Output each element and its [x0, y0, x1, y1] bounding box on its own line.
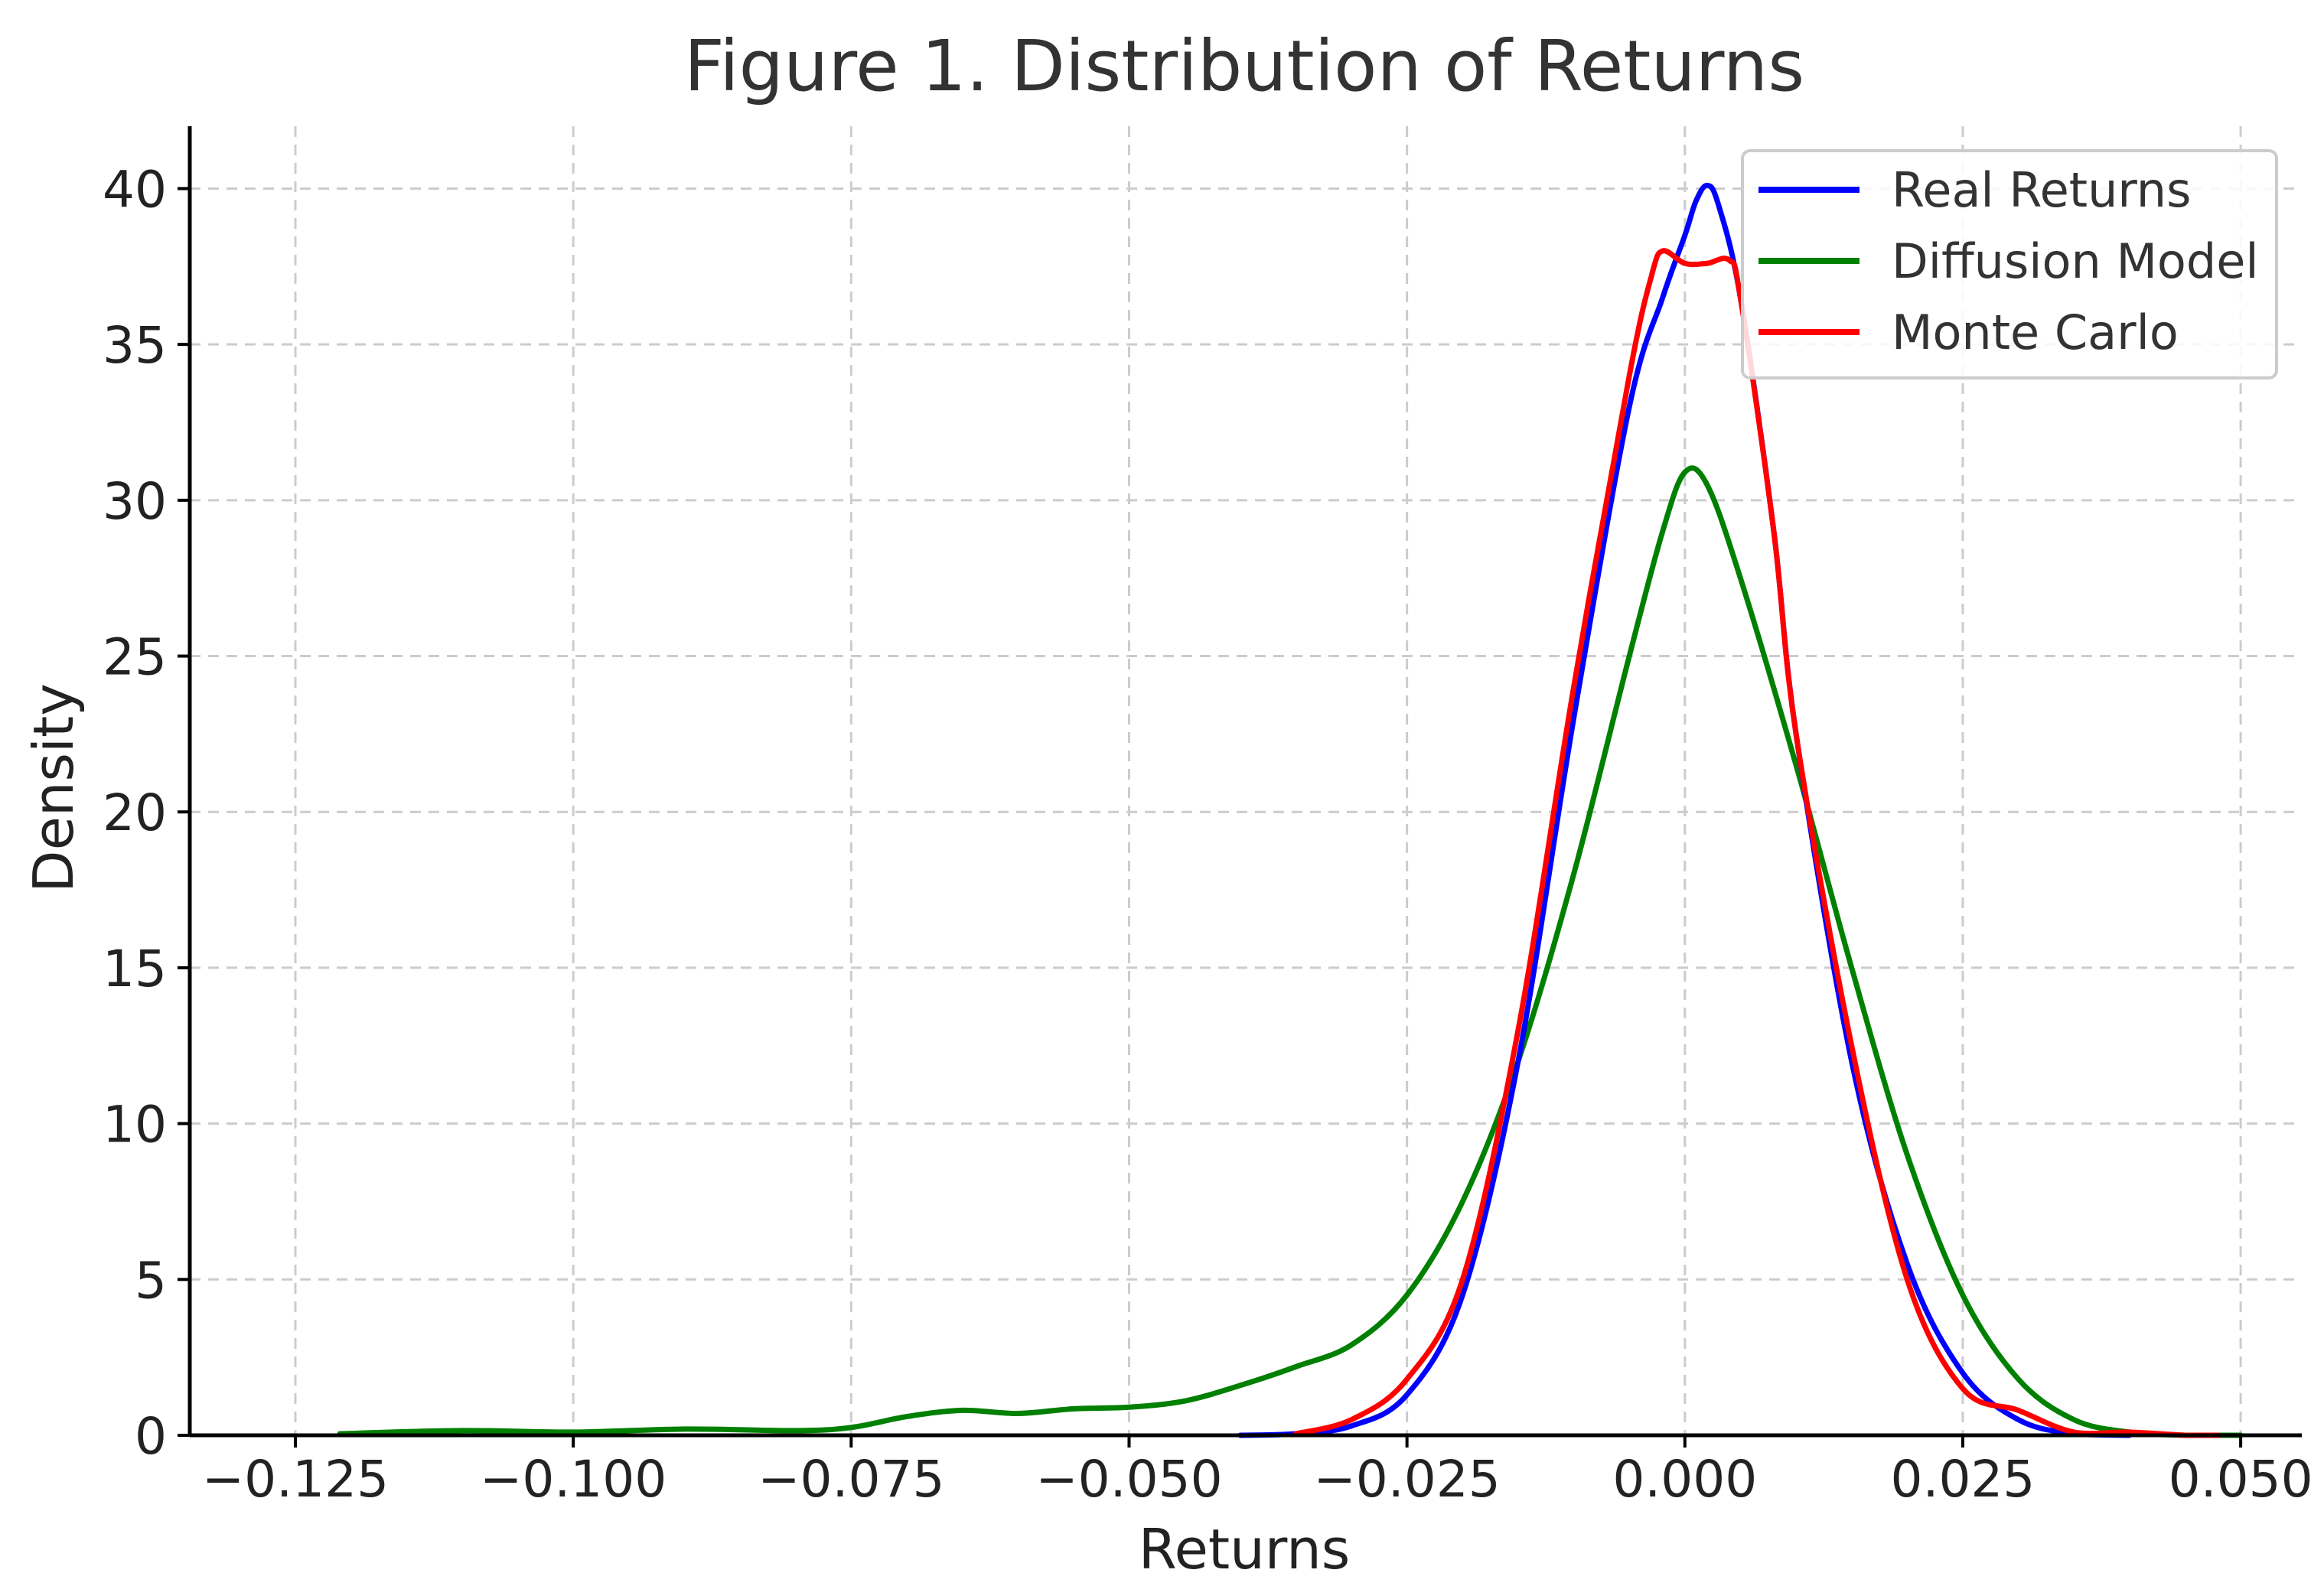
- y-tick-label: 5: [135, 1251, 167, 1310]
- y-tick-label: 20: [103, 783, 167, 842]
- legend-entry-monte-carlo: Monte Carlo: [1758, 304, 2179, 360]
- legend-entries: Real Returns Diffusion Model Monte Carlo: [1758, 162, 2259, 360]
- chart-title: Figure 1. Distribution of Returns: [684, 25, 1804, 107]
- x-tick-label: 0.050: [2169, 1450, 2313, 1509]
- y-tick-label: 10: [103, 1096, 167, 1154]
- x-tick-label: −0.075: [758, 1450, 944, 1509]
- x-tick-label: −0.025: [1314, 1450, 1501, 1509]
- legend-label: Real Returns: [1892, 162, 2191, 218]
- x-axis-label: Returns: [1139, 1517, 1350, 1581]
- y-tick-label: 40: [103, 160, 167, 219]
- legend-label: Monte Carlo: [1892, 304, 2179, 360]
- x-tick-label: 0.025: [1890, 1450, 2035, 1509]
- y-tick-label: 0: [135, 1407, 167, 1466]
- y-tick-label: 30: [103, 472, 167, 531]
- grid: [190, 126, 2302, 1435]
- legend: Real Returns Diffusion Model Monte Carlo: [1741, 149, 2278, 379]
- legend-entry-diffusion-model: Diffusion Model: [1758, 233, 2259, 289]
- x-tick-label: −0.050: [1035, 1450, 1222, 1509]
- y-axis-label: Density: [21, 683, 86, 893]
- x-tick-label: 0.000: [1612, 1450, 1757, 1509]
- y-tick-label: 25: [103, 628, 167, 687]
- legend-entry-real-returns: Real Returns: [1758, 162, 2191, 218]
- series-lines: [337, 182, 2244, 1438]
- series-line-monte-carlo: [1292, 248, 2221, 1438]
- x-tick-label: −0.100: [480, 1450, 667, 1509]
- legend-frame: [1741, 149, 2278, 379]
- legend-label: Diffusion Model: [1892, 233, 2259, 289]
- x-ticks: −0.125 −0.100 −0.075 −0.050 −0.025 0.000 0.025…: [202, 1435, 2313, 1509]
- series-line-real-returns: [1237, 182, 2133, 1438]
- y-tick-label: 15: [103, 940, 167, 998]
- y-tick-label: 35: [103, 316, 167, 375]
- x-tick-label: −0.125: [202, 1450, 389, 1509]
- y-ticks: 0 5 10 15 20 25 30 35 40: [103, 160, 190, 1466]
- series-line-diffusion-model: [337, 465, 2244, 1438]
